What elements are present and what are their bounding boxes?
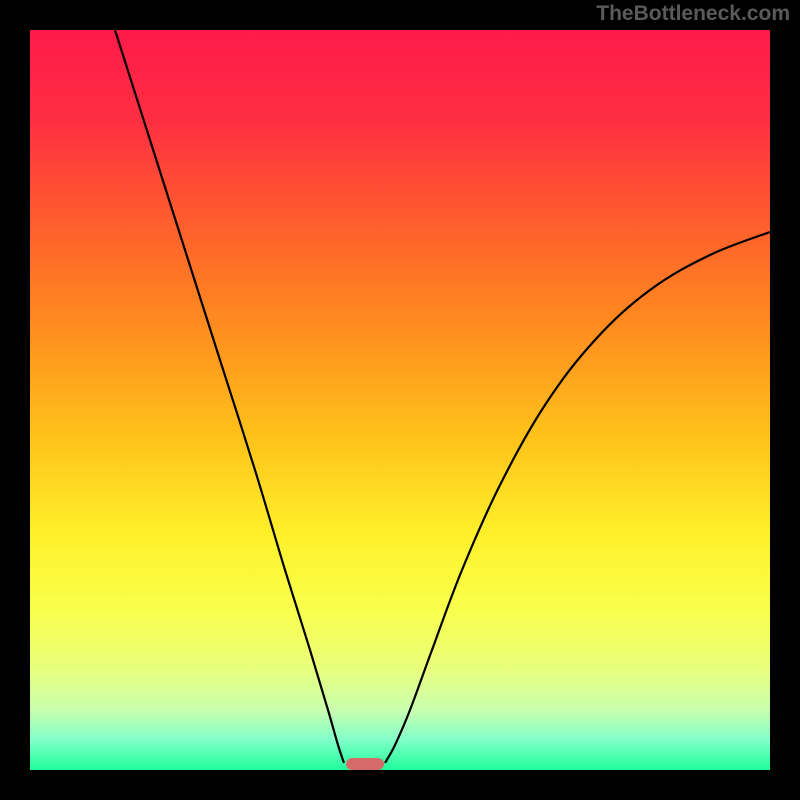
watermark-text: TheBottleneck.com (596, 2, 790, 26)
chart-container: TheBottleneck.com (0, 0, 800, 800)
bottleneck-chart (0, 0, 800, 800)
bottleneck-marker (346, 758, 384, 770)
plot-background (30, 30, 770, 770)
